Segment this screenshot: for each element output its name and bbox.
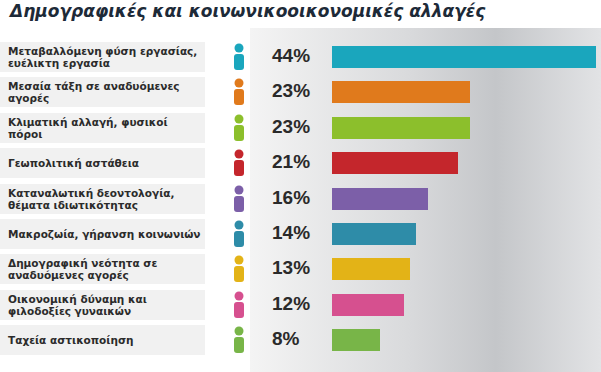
bar <box>332 81 470 103</box>
data-label: 12% <box>272 293 330 315</box>
data-label: 16% <box>272 187 330 209</box>
chart-title: Δημογραφικές και κοινωνικοοικονομικές αλ… <box>10 0 600 26</box>
data-label: 23% <box>272 116 330 138</box>
bar <box>332 329 380 351</box>
bar <box>332 258 410 280</box>
row-icon <box>222 254 256 284</box>
bar <box>332 117 470 139</box>
category-label: Κλιματική αλλαγή, φυσικοί πόροι <box>0 113 205 143</box>
icon-body <box>234 54 244 70</box>
data-label: 8% <box>272 328 330 350</box>
data-label: 14% <box>272 222 330 244</box>
row-icon <box>222 325 256 355</box>
row-icon <box>222 148 256 178</box>
row-icon <box>222 113 256 143</box>
bar <box>332 223 416 245</box>
category-label: Μεταβαλλόμενη φύση εργασίας, ευέλικτη ερ… <box>0 42 205 72</box>
icon-head <box>235 150 244 159</box>
data-label: 44% <box>272 45 330 67</box>
icon-head <box>235 221 244 230</box>
icon-body <box>234 125 244 141</box>
icon-body <box>234 89 244 105</box>
row-icon <box>222 42 256 72</box>
icon-body <box>234 160 244 176</box>
category-label: Μακροζωία, γήρανση κοινωνιών <box>0 219 205 249</box>
row-icon <box>222 184 256 214</box>
icon-head <box>235 185 244 194</box>
bar <box>332 46 596 68</box>
icon-head <box>235 114 244 123</box>
row-icon <box>222 290 256 320</box>
icon-body <box>234 196 244 212</box>
bar <box>332 188 428 210</box>
icon-head <box>235 256 244 265</box>
icon-head <box>235 79 244 88</box>
row-icon <box>222 219 256 249</box>
bar <box>332 152 458 174</box>
category-label: Μεσαία τάξη σε αναδυόμενες αγορές <box>0 77 205 107</box>
data-label: 23% <box>272 80 330 102</box>
data-label: 21% <box>272 151 330 173</box>
row-icon <box>222 77 256 107</box>
category-label: Ταχεία αστικοποίηση <box>0 325 205 355</box>
icon-body <box>234 231 244 247</box>
icon-head <box>235 44 244 53</box>
icon-body <box>234 302 244 318</box>
icon-body <box>234 266 244 282</box>
category-label: Οικονομική δύναμη και φιλοδοξίες γυναικώ… <box>0 290 205 320</box>
category-label: Καταναλωτική δεοντολογία, θέματα ιδιωτικ… <box>0 184 205 214</box>
icon-head <box>235 291 244 300</box>
icon-body <box>234 337 244 353</box>
category-label: Δημογραφική νεότητα σε αναδυόμενες αγορέ… <box>0 254 205 284</box>
category-label: Γεωπολιτική αστάθεια <box>0 148 205 178</box>
icon-head <box>235 327 244 336</box>
data-label: 13% <box>272 257 330 279</box>
bar <box>332 294 404 316</box>
